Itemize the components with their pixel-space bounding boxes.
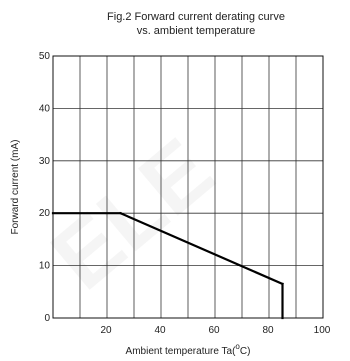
chart-title-line2: vs. ambient temperature	[137, 25, 256, 37]
x-axis-label-degree: o	[235, 342, 240, 351]
y-axis-label: Forward current (mA)	[10, 139, 21, 234]
y-tick-labels: 0 10 20 30 40 50	[39, 51, 51, 324]
series-segment	[119, 211, 284, 286]
watermark: ELE	[34, 120, 232, 309]
series-point	[281, 317, 284, 319]
x-tick-label: 60	[208, 325, 220, 336]
x-tick-label: 40	[154, 325, 166, 336]
y-tick-label: 10	[39, 261, 51, 272]
x-axis-label-unit: C)	[240, 346, 251, 357]
x-tick-label: 20	[100, 325, 112, 336]
y-tick-label: 30	[39, 156, 51, 167]
x-axis-label-text: Ambient temperature Ta(	[126, 346, 237, 357]
x-axis-label: Ambient temperature Ta(oC)	[126, 342, 251, 357]
series-0	[51, 211, 284, 320]
series-layer	[51, 211, 284, 320]
x-tick-label: 100	[314, 325, 331, 336]
x-tick-label: 80	[262, 325, 274, 336]
plot-frame	[52, 55, 324, 319]
y-tick-label: 50	[39, 51, 51, 62]
y-tick-label: 20	[39, 208, 51, 219]
series-point	[52, 212, 54, 214]
y-tick-label: 0	[44, 313, 50, 324]
x-tick-labels: 20 40 60 80 100	[100, 325, 330, 336]
series-point	[119, 212, 122, 214]
series-point	[281, 283, 284, 285]
svg-text:ELE: ELE	[34, 120, 232, 309]
chart-title-line1: Fig.2 Forward current derating curve	[107, 11, 285, 23]
y-tick-label: 40	[39, 103, 51, 114]
